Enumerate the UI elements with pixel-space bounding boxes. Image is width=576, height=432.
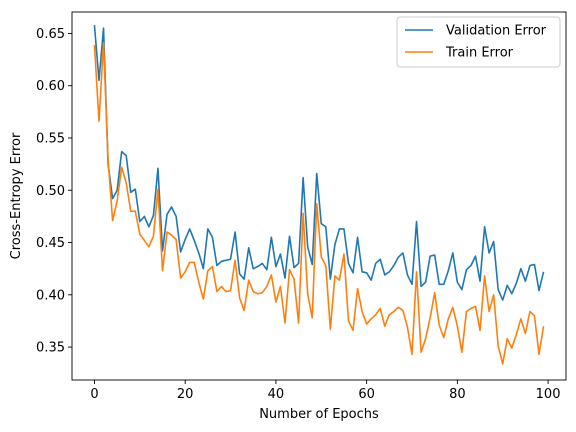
legend-label-train-error: Train Error <box>445 46 514 61</box>
y-tick-label: 0.40 <box>36 288 65 303</box>
x-tick-label: 100 <box>536 387 561 402</box>
y-axis-ticks: 0.35 0.40 0.45 0.50 0.55 0.60 0.65 <box>36 27 72 356</box>
x-tick-label: 40 <box>268 387 285 402</box>
x-tick-label: 0 <box>90 387 98 402</box>
y-axis-label: Cross-Entropy Error <box>9 132 24 259</box>
x-tick-label: 80 <box>449 387 466 402</box>
plot-area <box>94 25 543 364</box>
y-tick-label: 0.50 <box>36 184 65 199</box>
legend-label-validation-error: Validation Error <box>446 24 547 39</box>
x-tick-label: 20 <box>177 387 194 402</box>
y-tick-label: 0.55 <box>36 131 65 146</box>
y-tick-label: 0.35 <box>36 341 65 356</box>
x-axis-ticks: 0 20 40 60 80 100 <box>90 380 560 402</box>
y-tick-label: 0.60 <box>36 79 65 94</box>
x-tick-label: 60 <box>358 387 375 402</box>
x-axis-label: Number of Epochs <box>259 407 379 422</box>
y-tick-label: 0.65 <box>36 27 65 42</box>
y-tick-label: 0.45 <box>36 236 65 251</box>
legend: Validation Error Train Error <box>397 17 560 67</box>
